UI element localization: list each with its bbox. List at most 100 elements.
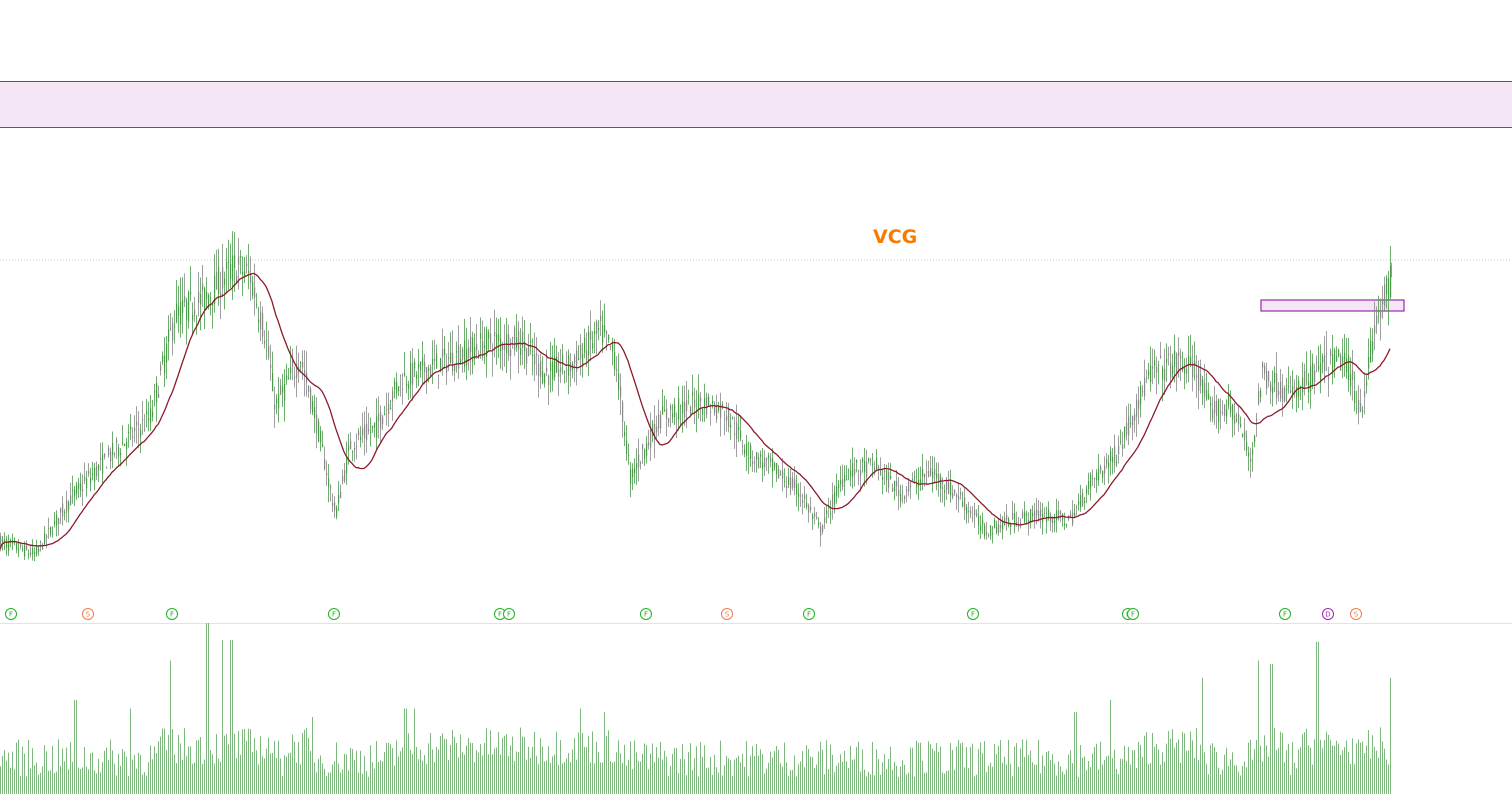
volume-bar (540, 738, 541, 794)
candle-body (1134, 414, 1136, 421)
volume-bar (648, 769, 649, 794)
volume-bar (890, 746, 891, 794)
volume-bar (736, 757, 737, 794)
volume-bar (1056, 775, 1057, 794)
volume-bar (384, 752, 385, 794)
candle-body (1370, 340, 1372, 363)
candle-body (1260, 390, 1262, 397)
volume-bar (98, 758, 99, 794)
volume-bar (684, 759, 685, 794)
volume-bar (592, 731, 593, 794)
volume-bar (50, 770, 51, 794)
volume-bar (816, 764, 817, 794)
candle-body (1012, 513, 1014, 520)
candle-body (216, 272, 218, 290)
candle-body (150, 408, 152, 423)
candle-body (678, 398, 680, 420)
moving-average-line (0, 272, 1391, 550)
volume-bar (1290, 775, 1291, 794)
volume-bar (486, 728, 487, 794)
volume-bar (404, 708, 405, 794)
volume-bar (788, 775, 789, 794)
candle-body (274, 404, 276, 410)
candle-body (1086, 489, 1088, 494)
candle-body (940, 476, 942, 489)
volume-bar (106, 747, 107, 794)
candle-body (1148, 370, 1150, 376)
volume-bar (924, 772, 925, 794)
candle-body (396, 381, 398, 393)
volume-bar (216, 733, 217, 794)
volume-bar (1084, 756, 1085, 794)
candle-body (220, 293, 222, 298)
volume-bar (804, 767, 805, 794)
volume-bar (1128, 746, 1129, 794)
volume-bar (1080, 745, 1081, 794)
candle-body (480, 333, 482, 339)
candle-body (1232, 404, 1234, 420)
candle-body (486, 329, 488, 357)
volume-bar (992, 766, 993, 794)
candle-body (1224, 404, 1226, 416)
volume-bar (1092, 753, 1093, 794)
candle-body (900, 493, 902, 502)
candle-body (1286, 388, 1288, 390)
candle-body (314, 407, 316, 418)
candle-body (252, 281, 254, 296)
candle-body (1196, 375, 1198, 378)
volume-bar (838, 762, 839, 794)
candle-body (520, 348, 522, 356)
volume-bar (1058, 761, 1059, 794)
volume-bar (708, 767, 709, 794)
candle-body (342, 476, 344, 482)
candle-body (1132, 415, 1134, 426)
volume-bar (720, 740, 721, 794)
candle-body (966, 506, 968, 514)
candle-body (1038, 510, 1040, 521)
volume-bar (1344, 747, 1345, 794)
volume-bar (542, 746, 543, 794)
volume-bar (644, 743, 645, 794)
candle-body (1306, 369, 1308, 371)
volume-bar (1118, 773, 1119, 794)
candle-body (358, 431, 360, 436)
volume-bar (134, 755, 135, 794)
volume-bar (260, 736, 261, 794)
volume-bar (546, 760, 547, 794)
candle-body (50, 526, 52, 534)
volume-bar (1268, 756, 1269, 794)
volume-bar (186, 756, 187, 794)
volume-bar (780, 763, 781, 794)
candle-body (66, 500, 68, 513)
candle-body (854, 469, 856, 475)
volume-bar (406, 708, 407, 794)
volume-bar (1174, 747, 1175, 794)
volume-bar (844, 750, 845, 794)
volume-bar (346, 754, 347, 794)
candle-body (886, 470, 888, 481)
candle-body (16, 543, 18, 550)
candle-body (664, 409, 666, 412)
volume-bar (434, 762, 435, 794)
candle-body (1280, 381, 1282, 399)
volume-bar (1008, 739, 1009, 794)
candle-body (1106, 458, 1108, 465)
volume-bar (1026, 739, 1027, 794)
volume-bar (944, 773, 945, 794)
candle-body (4, 539, 6, 543)
volume-bar (474, 762, 475, 794)
volume-bar (334, 761, 335, 794)
candle-body (792, 477, 794, 488)
candle-body (330, 486, 332, 489)
candle-body (956, 494, 958, 498)
candle-body (1372, 341, 1374, 355)
volume-bar (286, 756, 287, 794)
candle-body (842, 479, 844, 487)
volume-bar (444, 739, 445, 794)
candle-body (1368, 357, 1370, 369)
volume-bar (912, 747, 913, 794)
candle-body (878, 466, 880, 469)
volume-bar (500, 754, 501, 794)
candle-body (754, 462, 756, 464)
volume-bar (1340, 755, 1341, 794)
